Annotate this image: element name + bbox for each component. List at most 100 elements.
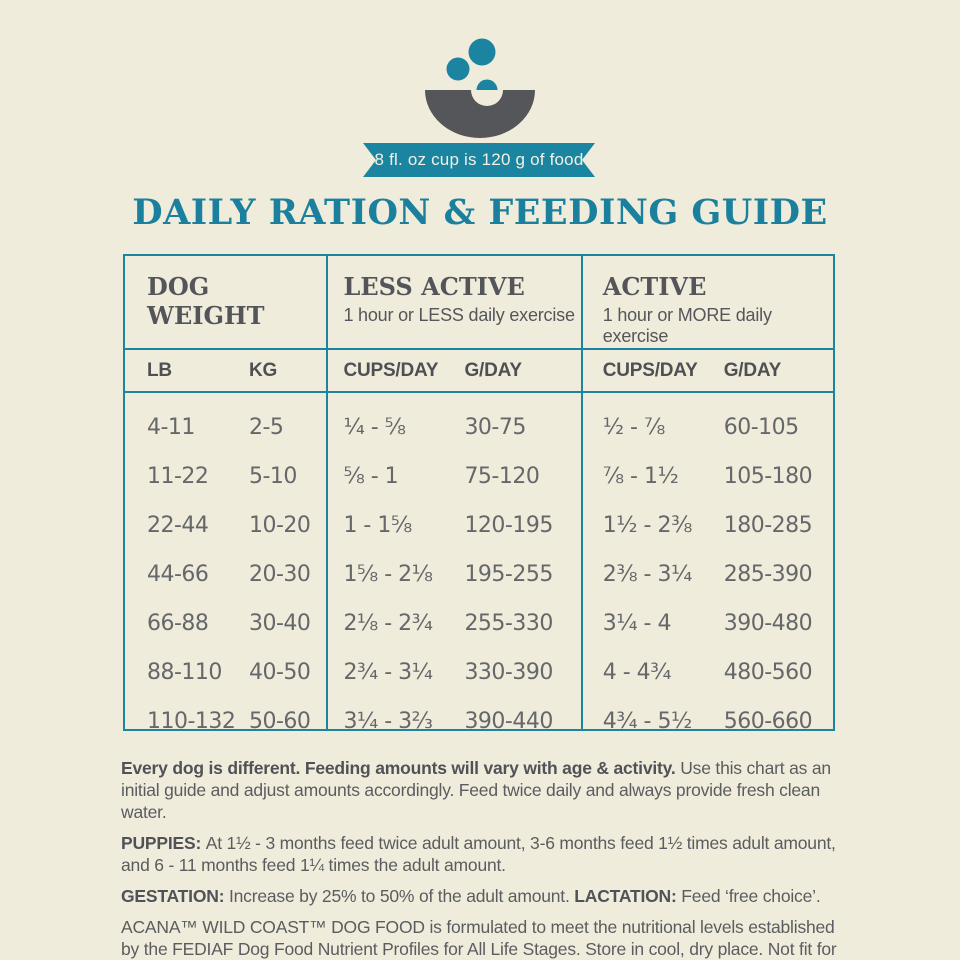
grams-value: 30-75 — [464, 415, 526, 440]
active-column-group: ACTIVE 1 hour or MORE daily exercise CUP… — [580, 256, 833, 734]
lb-value: 22-44 — [147, 513, 209, 538]
table-row: 88-110 40-50 — [147, 648, 326, 697]
grams-value: 195-255 — [464, 562, 553, 587]
feeding-notes: Every dog is different. Feeding amounts … — [121, 757, 851, 960]
grams-value: 255-330 — [464, 611, 553, 636]
note-gestation-lactation: GESTATION: Increase by 25% to 50% of the… — [121, 885, 851, 907]
kg-value: 30-40 — [249, 611, 311, 636]
note-lactation-lead: LACTATION: — [574, 886, 682, 906]
table-row: ⅞ - 1½ 105-180 — [603, 452, 833, 501]
bowl-shape — [425, 90, 535, 138]
active-rows: ½ - ⅞ 60-105 ⅞ - 1½ 105-180 1½ - 2⅜ 180-285… — [603, 393, 833, 746]
table-row: ¼ - ⅝ 30-75 — [343, 403, 580, 452]
kibble-dot-icon — [468, 38, 496, 66]
group-subtitle: 1 hour or MORE daily exercise — [602, 305, 772, 346]
cups-value: 3¼ - 4 — [602, 611, 672, 636]
table-row: 66-88 30-40 — [147, 599, 326, 648]
group-title: LESS ACTIVE — [343, 272, 525, 301]
kg-value: 10-20 — [249, 513, 311, 538]
feeding-table: DOG WEIGHT LB KG 4-11 2-5 11-22 5-10 22-44… — [123, 254, 835, 734]
kg-value: 20-30 — [249, 562, 311, 587]
table-row: 2¾ - 3¼ 330-390 — [343, 648, 580, 697]
unit-header-row: CUPS/DAY G/DAY — [328, 350, 581, 393]
cups-value: 1⅝ - 2⅛ — [343, 562, 433, 587]
less-active-header: LESS ACTIVE 1 hour or LESS daily exercis… — [328, 256, 581, 350]
bowl-notch — [471, 90, 503, 106]
table-row: 1 - 1⅝ 120-195 — [343, 501, 580, 550]
col-header-grams: G/DAY — [723, 359, 782, 381]
grams-value: 390-440 — [464, 709, 553, 734]
cups-value: ½ - ⅞ — [602, 415, 666, 440]
col-header-cups: CUPS/DAY — [602, 359, 698, 381]
grams-value: 390-480 — [723, 611, 813, 636]
less-active-column-group: LESS ACTIVE 1 hour or LESS daily exercis… — [326, 256, 581, 734]
grams-value: 75-120 — [464, 464, 540, 489]
cups-value: 4¾ - 5½ — [602, 709, 693, 734]
unit-header-row: CUPS/DAY G/DAY — [582, 350, 833, 393]
note-formulation-body: ACANA™ WILD COAST™ DOG FOOD is formulate… — [121, 917, 837, 959]
table-row: 4 - 4¾ 480-560 — [603, 648, 833, 697]
col-header-kg: KG — [249, 359, 278, 381]
cup-info-text: 8 fl. oz cup is 120 g of food — [374, 150, 584, 169]
cup-info-ribbon: 8 fl. oz cup is 120 g of food — [363, 143, 595, 177]
table-row: 44-66 20-30 — [147, 550, 326, 599]
cups-value: 2⅜ - 3¼ — [602, 562, 693, 587]
grams-value: 60-105 — [723, 415, 799, 440]
note-gestation-body: Increase by 25% to 50% of the adult amou… — [228, 886, 575, 906]
grams-value: 120-195 — [464, 513, 553, 538]
lb-value: 11-22 — [147, 464, 209, 489]
kibble-bowl-icon — [425, 38, 535, 138]
lb-value: 44-66 — [147, 562, 209, 587]
table-row: ⅝ - 1 75-120 — [343, 452, 580, 501]
col-header-grams: G/DAY — [464, 359, 522, 381]
note-puppies: PUPPIES: At 1½ - 3 months feed twice adu… — [121, 832, 851, 876]
grams-value: 560-660 — [723, 709, 813, 734]
group-title: ACTIVE — [602, 272, 707, 301]
table-row: 11-22 5-10 — [147, 452, 326, 501]
kg-value: 2-5 — [249, 415, 284, 440]
cups-value: 1 - 1⅝ — [343, 513, 412, 538]
note-general: Every dog is different. Feeding amounts … — [121, 757, 851, 823]
kg-value: 50-60 — [249, 709, 311, 734]
grams-value: 105-180 — [723, 464, 813, 489]
grams-value: 480-560 — [723, 660, 813, 685]
table-row: 110-132 50-60 — [147, 697, 326, 746]
note-puppies-lead: PUPPIES: — [121, 833, 206, 853]
lb-value: 88-110 — [147, 660, 222, 685]
cups-value: 3¼ - 3⅔ — [343, 709, 433, 734]
grams-value: 180-285 — [723, 513, 813, 538]
grams-value: 285-390 — [723, 562, 813, 587]
kg-value: 40-50 — [249, 660, 311, 685]
cups-value: 1½ - 2⅜ — [602, 513, 693, 538]
grams-value: 330-390 — [464, 660, 553, 685]
active-header: ACTIVE 1 hour or MORE daily exercise — [582, 256, 833, 350]
note-general-lead: Every dog is different. Feeding amounts … — [121, 758, 681, 778]
unit-header-row: LB KG — [125, 350, 327, 393]
cups-value: 4 - 4¾ — [602, 660, 672, 685]
note-gestation-lead: GESTATION: — [121, 886, 229, 906]
group-title: DOG WEIGHT — [147, 272, 265, 330]
less-active-rows: ¼ - ⅝ 30-75 ⅝ - 1 75-120 1 - 1⅝ 120-195 1⅝ … — [343, 393, 580, 746]
note-lactation-body: Feed ‘free choice’. — [681, 886, 821, 906]
note-formulation: ACANA™ WILD COAST™ DOG FOOD is formulate… — [121, 916, 851, 960]
lb-value: 4-11 — [147, 415, 195, 440]
table-row: 1⅝ - 2⅛ 195-255 — [343, 550, 580, 599]
table-row: 2⅛ - 2¾ 255-330 — [343, 599, 580, 648]
lb-value: 66-88 — [147, 611, 209, 636]
cups-value: ⅞ - 1½ — [602, 464, 679, 489]
weight-rows: 4-11 2-5 11-22 5-10 22-44 10-20 44-66 20-30 … — [147, 393, 326, 746]
note-general-body: Use this chart as an initial guide and a… — [121, 758, 831, 822]
cups-value: 2⅛ - 2¾ — [343, 611, 433, 636]
table-row: 2⅜ - 3¼ 285-390 — [603, 550, 833, 599]
cups-value: ⅝ - 1 — [343, 464, 399, 489]
kibble-dot-icon — [446, 57, 470, 81]
table-row: 4¾ - 5½ 560-660 — [603, 697, 833, 746]
table-row: ½ - ⅞ 60-105 — [603, 403, 833, 452]
group-subtitle: 1 hour or LESS daily exercise — [343, 305, 575, 325]
cups-value: ¼ - ⅝ — [343, 415, 406, 440]
note-puppies-body: At 1½ - 3 months feed twice adult amount… — [121, 833, 836, 875]
table-row: 3¼ - 3⅔ 390-440 — [343, 697, 580, 746]
table-row: 22-44 10-20 — [147, 501, 326, 550]
page-title: DAILY RATION & FEEDING GUIDE — [132, 192, 828, 233]
